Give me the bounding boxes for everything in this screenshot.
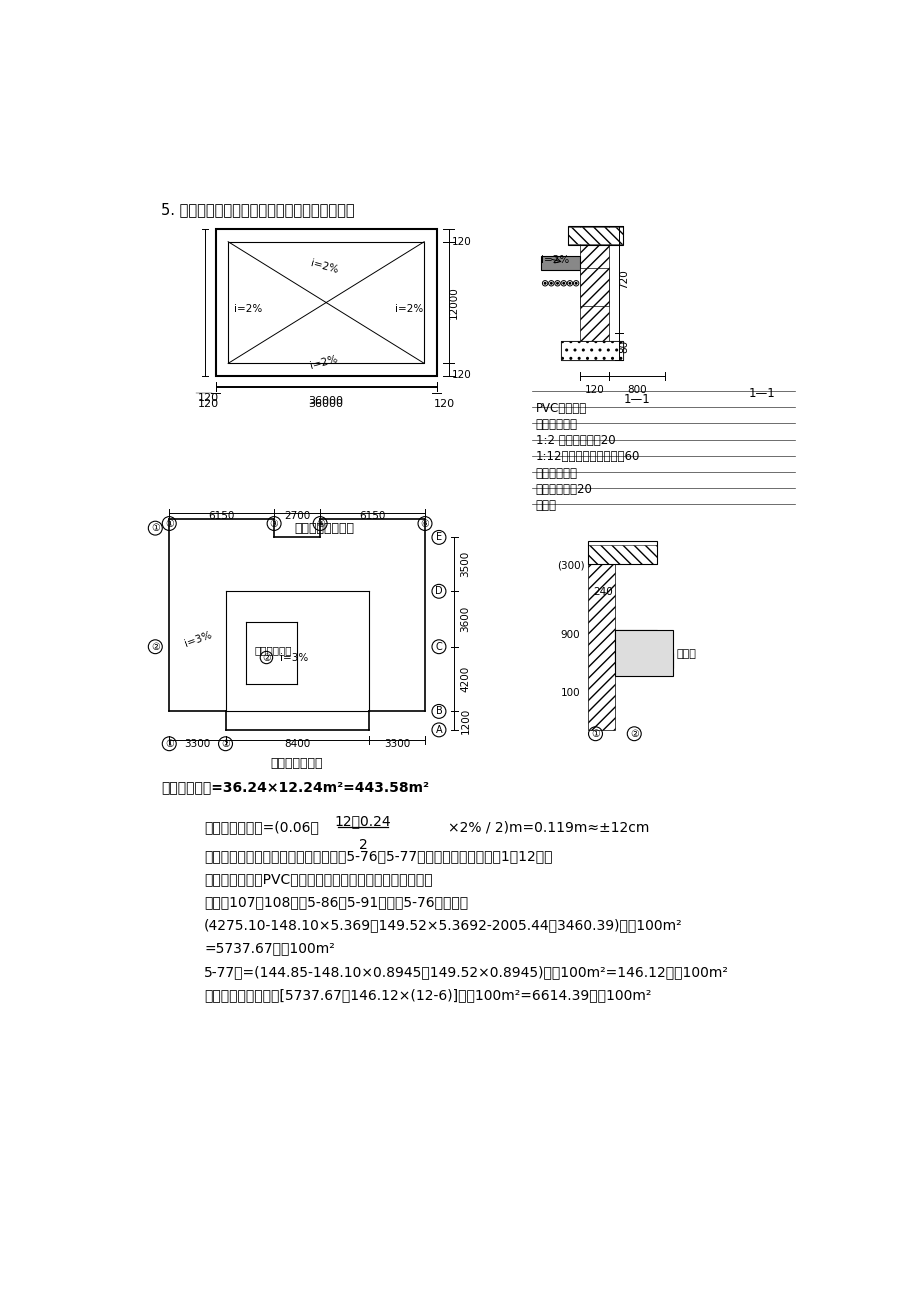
Bar <box>568 225 622 245</box>
Bar <box>587 542 657 564</box>
Text: 120: 120 <box>584 385 604 395</box>
Bar <box>579 268 608 306</box>
Text: 120: 120 <box>451 237 471 247</box>
Text: (4275.10-148.10×5.369＋149.52×5.3692-2005.44＋3460.39)元／100m²: (4275.10-148.10×5.369＋149.52×5.3692-2005… <box>204 918 682 932</box>
Text: ①: ① <box>165 738 174 749</box>
Bar <box>587 546 657 564</box>
Text: 换算，防水层为PVC橡胶卷材，不是三汈四油，也需换算。: 换算，防水层为PVC橡胶卷材，不是三汈四油，也需换算。 <box>204 872 432 887</box>
Text: 80: 80 <box>618 340 629 353</box>
Text: 900: 900 <box>560 630 580 639</box>
Bar <box>587 560 614 730</box>
Text: C: C <box>435 642 442 652</box>
Text: i=3%: i=3% <box>183 630 212 648</box>
Text: i=3%: i=3% <box>279 652 308 663</box>
Circle shape <box>556 283 558 284</box>
Text: 240: 240 <box>593 587 612 598</box>
Text: 1—1: 1—1 <box>748 387 775 400</box>
Text: ①: ① <box>165 518 174 529</box>
Text: 1200: 1200 <box>460 707 471 734</box>
Circle shape <box>550 283 551 284</box>
Text: 6150: 6150 <box>209 512 234 521</box>
Text: ①: ① <box>151 523 160 533</box>
Text: 12000: 12000 <box>448 286 459 319</box>
Text: 3500: 3500 <box>460 551 471 578</box>
Bar <box>614 630 657 652</box>
Text: ①: ① <box>591 729 599 738</box>
Text: ④: ④ <box>315 518 324 529</box>
Text: 【解】工程量=36.24×12.24m²=443.58m²: 【解】工程量=36.24×12.24m²=443.58m² <box>162 780 429 794</box>
Bar <box>579 225 608 361</box>
Text: 水泥砂浆找坢20: 水泥砂浆找坢20 <box>535 483 592 496</box>
Text: 8400: 8400 <box>284 740 310 749</box>
Text: E: E <box>436 533 441 543</box>
Text: i=2%: i=2% <box>394 305 423 314</box>
Text: 36000: 36000 <box>309 398 344 409</box>
Text: i=2%: i=2% <box>234 305 262 314</box>
Text: 保温层平均厉度=(0.06＋: 保温层平均厉度=(0.06＋ <box>204 820 319 835</box>
Circle shape <box>544 283 545 284</box>
Circle shape <box>574 283 576 284</box>
Text: 6150: 6150 <box>359 512 385 521</box>
Text: 3300: 3300 <box>383 740 410 749</box>
Text: 800: 800 <box>627 385 646 395</box>
Circle shape <box>569 283 570 284</box>
Text: 3300: 3300 <box>184 740 210 749</box>
Text: ③: ③ <box>269 518 278 529</box>
Circle shape <box>562 283 564 284</box>
Text: ②: ② <box>221 738 230 749</box>
Bar <box>568 227 622 243</box>
Text: B: B <box>435 707 442 716</box>
Text: i=2%: i=2% <box>309 354 338 371</box>
Bar <box>560 341 622 361</box>
Text: 应套的定额基价为：[5737.67＋146.12×(12-6)]元／100m²=6614.39元／100m²: 应套的定额基价为：[5737.67＋146.12×(12-6)]元／100m²=… <box>204 988 651 1001</box>
Text: 上屋面楼梯间: 上屋面楼梯间 <box>255 646 291 655</box>
Bar <box>560 341 622 361</box>
Bar <box>228 242 424 363</box>
Text: 120: 120 <box>198 398 219 409</box>
Text: 1:12现浇水泥蝓石最薄处60: 1:12现浇水泥蝓石最薄处60 <box>535 450 640 464</box>
Text: 5-77换=(144.85-148.10×0.8945＋149.52×0.8945)元／100m²=146.12元／100m²: 5-77换=(144.85-148.10×0.8945＋149.52×0.894… <box>204 965 728 979</box>
Text: 720: 720 <box>618 270 629 289</box>
Text: 12－0.24: 12－0.24 <box>335 815 391 828</box>
Text: D: D <box>435 586 442 596</box>
Text: 100: 100 <box>560 687 580 698</box>
Text: 120: 120 <box>434 398 454 409</box>
Bar <box>540 256 579 271</box>
Text: 36000: 36000 <box>309 396 344 406</box>
Text: 120: 120 <box>198 393 219 402</box>
Text: 1:2 水泥砂浆找坢20: 1:2 水泥砂浆找坢20 <box>535 434 615 447</box>
Text: =5737.67元／100m²: =5737.67元／100m² <box>204 941 335 956</box>
Bar <box>614 652 673 668</box>
Text: ×2% / 2)m=0.119m≈±12cm: ×2% / 2)m=0.119m≈±12cm <box>448 820 649 835</box>
Text: 保温层: 保温层 <box>676 648 696 659</box>
Text: 保温平屋面的计算: 保温平屋面的计算 <box>294 522 354 535</box>
Text: ②: ② <box>630 729 638 738</box>
Text: ②: ② <box>262 652 270 663</box>
Text: i=2%: i=2% <box>540 255 569 264</box>
Bar <box>216 229 437 376</box>
Text: ⑥: ⑥ <box>420 518 429 529</box>
Text: i=2%: i=2% <box>309 259 338 276</box>
Text: 3600: 3600 <box>460 605 471 633</box>
Text: 屋顶平面示意图: 屋顶平面示意图 <box>270 756 323 769</box>
Text: 1—1: 1—1 <box>622 393 649 406</box>
Text: PVC橡胶卷材: PVC橡胶卷材 <box>535 402 586 415</box>
Text: 4200: 4200 <box>460 665 471 693</box>
Text: 结构层: 结构层 <box>535 499 556 512</box>
Text: (300): (300) <box>556 560 584 570</box>
Text: 2: 2 <box>358 837 367 852</box>
Bar <box>614 630 673 676</box>
Text: A: A <box>436 725 442 734</box>
Text: 热氥青隔气层: 热氥青隔气层 <box>535 466 577 479</box>
Text: 120: 120 <box>451 370 471 379</box>
Text: 冷底子油一道: 冷底子油一道 <box>535 418 577 431</box>
Text: 5. 如图所示保温平屋面，求其屋面定额直接费。: 5. 如图所示保温平屋面，求其屋面定额直接费。 <box>162 202 355 217</box>
Text: ②: ② <box>151 642 160 652</box>
Text: 该屋面为女儿墙外天沟排水，应套定额5-76、5-77，但因保温层配合比为1：12，需: 该屋面为女儿墙外天沟排水，应套定额5-76、5-77，但因保温层配合比为1：12… <box>204 849 552 863</box>
Text: 2700: 2700 <box>284 512 310 521</box>
Text: 查附表107、108，厃5-86，5-91，定额5-76换算为：: 查附表107、108，厃5-86，5-91，定额5-76换算为： <box>204 896 468 909</box>
